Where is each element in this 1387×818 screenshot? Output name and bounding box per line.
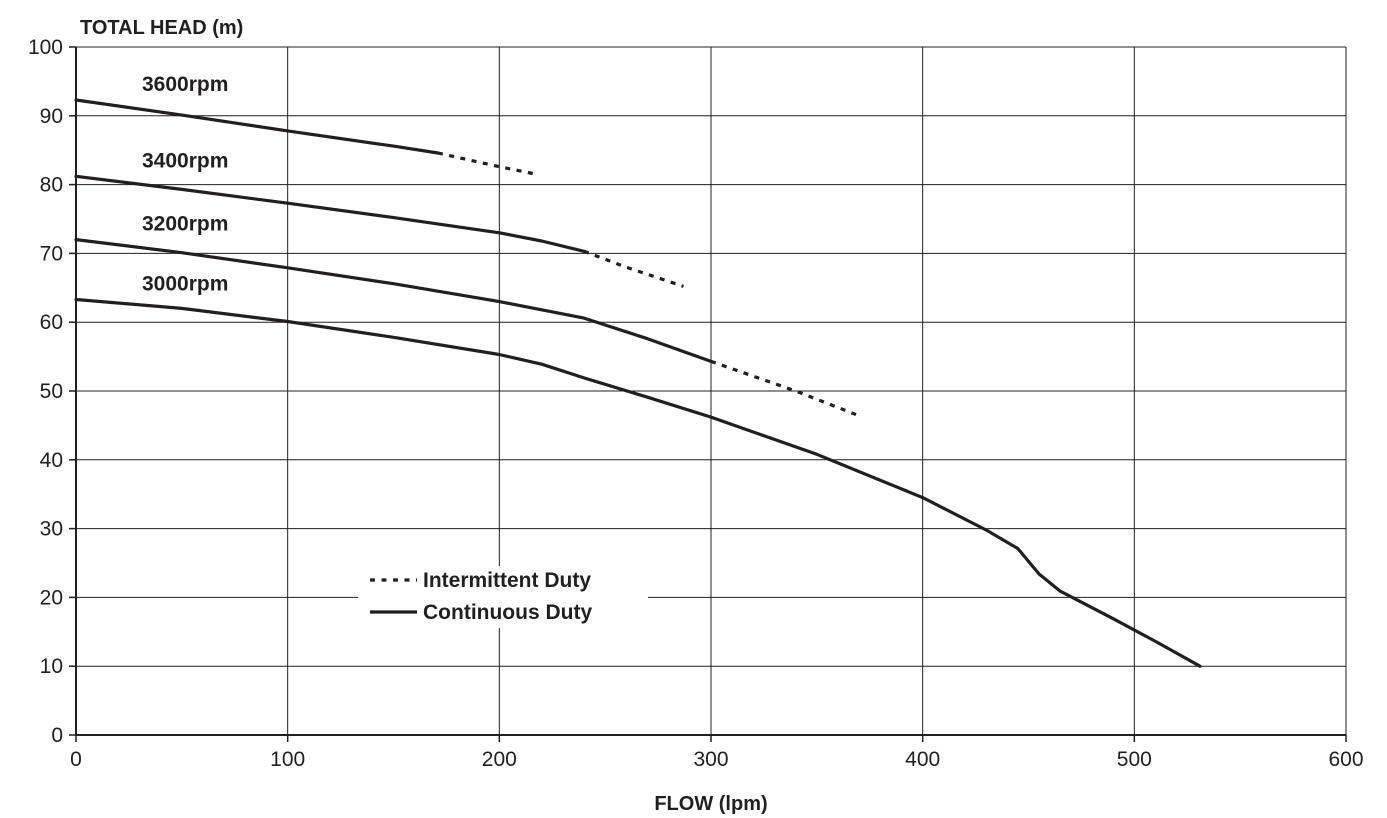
series-3000rpm-continuous bbox=[74, 297, 1202, 668]
legend-label-intermittent: Intermittent Duty bbox=[423, 569, 591, 592]
y-tick-label-80: 80 bbox=[40, 174, 63, 197]
y-tick-label-50: 50 bbox=[40, 380, 63, 403]
series-3600rpm-continuous bbox=[74, 98, 440, 155]
y-tick-label-0: 0 bbox=[51, 724, 63, 747]
y-tick-label-60: 60 bbox=[40, 311, 63, 334]
y-tick-label-90: 90 bbox=[40, 105, 63, 128]
series-3200rpm-intermittent bbox=[710, 359, 860, 418]
series-3400rpm-intermittent bbox=[583, 249, 685, 288]
grid-lines bbox=[76, 46, 1347, 735]
x-tick-label-100: 100 bbox=[270, 748, 305, 771]
series-label-3200rpm: 3200rpm bbox=[142, 213, 228, 236]
y-axis-title: TOTAL HEAD (m) bbox=[80, 17, 243, 39]
x-axis-title: FLOW (lpm) bbox=[654, 793, 767, 815]
x-tick-label-400: 400 bbox=[905, 748, 940, 771]
x-tick-label-0: 0 bbox=[70, 748, 82, 771]
x-tick-label-200: 200 bbox=[482, 748, 517, 771]
y-tick-label-70: 70 bbox=[40, 242, 63, 265]
series-lines bbox=[74, 98, 1202, 668]
series-3600rpm-intermittent bbox=[437, 151, 534, 176]
series-labels: 3600rpm 3400rpm 3200rpm 3000rpm bbox=[142, 73, 228, 296]
series-label-3400rpm: 3400rpm bbox=[142, 149, 228, 172]
y-tick-label-100: 100 bbox=[28, 36, 63, 59]
y-tick-label-30: 30 bbox=[40, 518, 63, 541]
series-3400rpm-continuous bbox=[74, 174, 586, 253]
axes bbox=[69, 46, 1347, 742]
series-label-3000rpm: 3000rpm bbox=[142, 272, 228, 295]
x-tick-label-300: 300 bbox=[693, 748, 728, 771]
series-label-3600rpm: 3600rpm bbox=[142, 73, 228, 96]
y-tick-label-10: 10 bbox=[40, 655, 63, 678]
x-tick-label-600: 600 bbox=[1328, 748, 1363, 771]
legend-label-continuous: Continuous Duty bbox=[423, 601, 592, 624]
legend: Intermittent Duty Continuous Duty bbox=[358, 566, 648, 628]
x-tick-label-500: 500 bbox=[1117, 748, 1152, 771]
tick-labels: 0 100 200 300 400 500 600 0 10 20 30 40 50 60 70 80 90 10… bbox=[28, 36, 1364, 771]
series-3200rpm-continuous bbox=[74, 238, 713, 363]
y-tick-label-20: 20 bbox=[40, 586, 63, 609]
y-tick-label-40: 40 bbox=[40, 449, 63, 472]
legend-background bbox=[358, 566, 648, 628]
